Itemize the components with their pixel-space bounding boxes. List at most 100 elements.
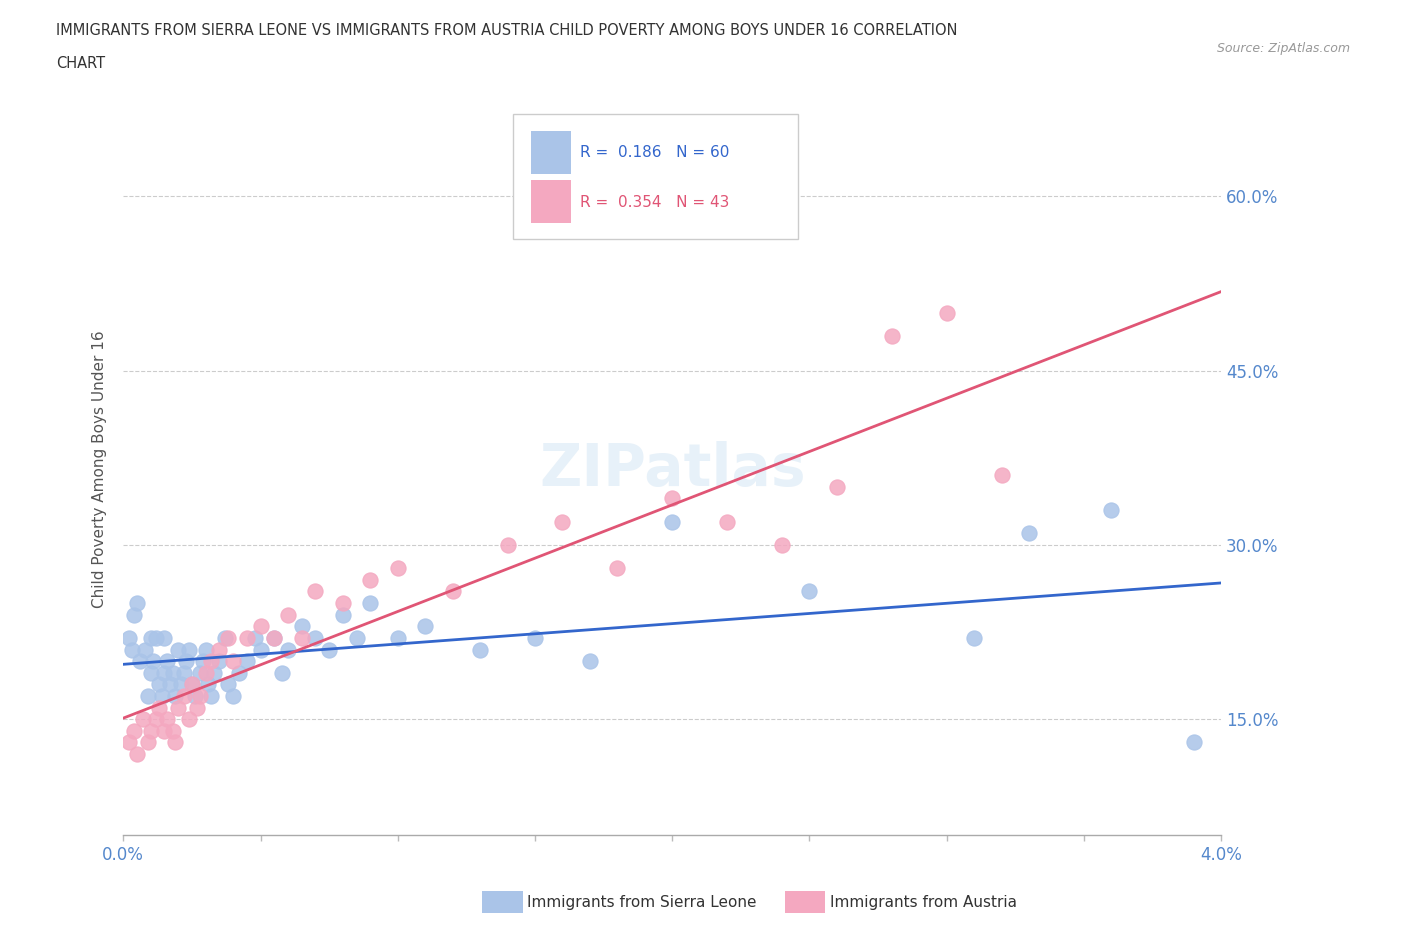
Point [271,665,294,680]
Point [1099,502,1122,517]
Text: R =  0.354   N = 43: R = 0.354 N = 43 [581,194,730,209]
Point [145,631,167,645]
Point [125,747,148,762]
Point [387,631,409,645]
Text: ZIPatlas: ZIPatlas [538,441,806,498]
Point [236,654,259,669]
FancyBboxPatch shape [513,114,799,239]
Point [136,735,159,750]
Point [277,607,299,622]
Point [118,631,141,645]
Text: Immigrants from Sierra Leone: Immigrants from Sierra Leone [527,895,756,910]
Point [243,631,266,645]
Point [118,735,141,750]
Point [136,688,159,703]
Point [496,538,519,552]
Point [194,642,217,657]
Point [124,724,146,738]
FancyBboxPatch shape [530,131,571,174]
Point [277,642,299,657]
Point [173,688,195,703]
Point [236,631,259,645]
Text: Immigrants from Austria: Immigrants from Austria [830,895,1017,910]
Point [249,642,271,657]
Point [208,642,231,657]
Point [139,631,162,645]
Point [217,631,239,645]
Point [167,642,190,657]
Point [125,595,148,610]
Point [579,654,602,669]
Point [159,677,181,692]
Point [186,700,208,715]
Text: Source: ZipAtlas.com: Source: ZipAtlas.com [1216,42,1350,55]
Point [179,711,201,726]
Point [183,688,205,703]
Point [318,642,340,657]
Point [441,584,464,599]
Point [165,735,187,750]
Point [156,654,179,669]
Point [153,665,176,680]
Point [935,305,957,320]
Text: CHART: CHART [56,56,105,71]
Point [202,665,225,680]
Point [173,665,195,680]
Point [263,631,285,645]
Point [156,711,179,726]
Point [142,654,165,669]
Point [188,665,211,680]
Point [180,677,202,692]
Point [170,677,193,692]
Point [150,688,173,703]
Point [134,642,156,657]
Point [359,572,381,587]
Point [249,618,271,633]
Point [139,665,162,680]
FancyBboxPatch shape [530,180,571,223]
Point [332,607,354,622]
Point [551,514,574,529]
Point [304,584,326,599]
Point [176,654,198,669]
Point [162,724,184,738]
Point [148,700,170,715]
Point [139,724,162,738]
Y-axis label: Child Poverty Among Boys Under 16: Child Poverty Among Boys Under 16 [93,330,107,608]
Point [222,654,245,669]
Text: R =  0.186   N = 60: R = 0.186 N = 60 [581,145,730,160]
Point [124,607,146,622]
Point [332,595,354,610]
Point [263,631,285,645]
Point [200,688,222,703]
Point [291,631,314,645]
Point [606,561,628,576]
Point [661,514,683,529]
Point [304,631,326,645]
Point [208,654,231,669]
Point [963,631,986,645]
Point [799,584,821,599]
Point [128,654,150,669]
Point [148,677,170,692]
Point [145,711,167,726]
Point [291,618,314,633]
Point [1182,735,1205,750]
Point [217,677,239,692]
Point [524,631,547,645]
Point [825,479,848,494]
Point [716,514,738,529]
Point [387,561,409,576]
Point [214,631,236,645]
Point [661,491,683,506]
Point [165,688,187,703]
Point [1018,525,1040,540]
Point [359,595,381,610]
Point [191,654,214,669]
Point [880,328,903,343]
Point [770,538,793,552]
Point [153,631,176,645]
Point [179,642,201,657]
Point [413,618,436,633]
Text: IMMIGRANTS FROM SIERRA LEONE VS IMMIGRANTS FROM AUSTRIA CHILD POVERTY AMONG BOYS: IMMIGRANTS FROM SIERRA LEONE VS IMMIGRAN… [56,23,957,38]
